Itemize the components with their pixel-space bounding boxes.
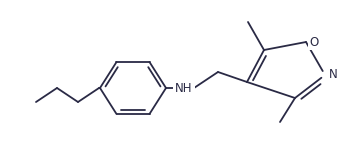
Text: NH: NH <box>175 81 193 95</box>
Text: N: N <box>329 69 337 81</box>
Text: O: O <box>309 35 319 49</box>
